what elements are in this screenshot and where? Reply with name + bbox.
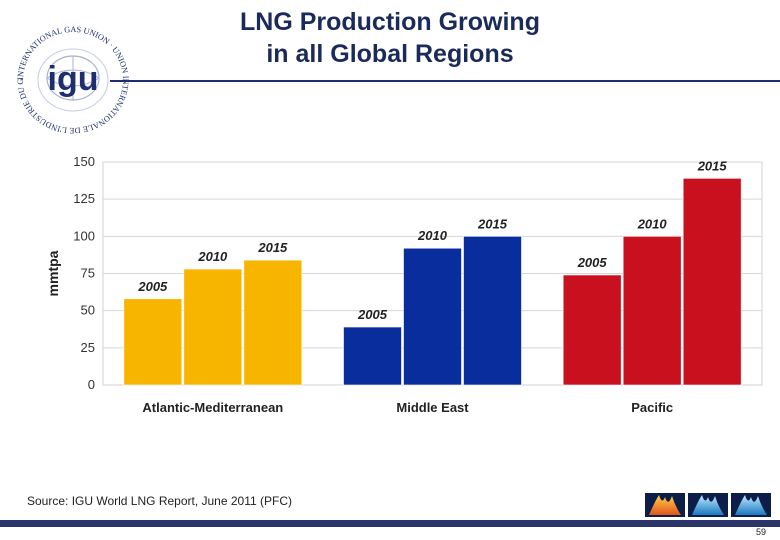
logo-mark: igu <box>48 60 99 98</box>
y-tick-label: 25 <box>81 340 95 355</box>
bar-data-label: 2015 <box>697 158 728 173</box>
bar <box>463 236 522 386</box>
x-tick-label: Pacific <box>631 400 673 415</box>
bar-data-label: 2010 <box>417 228 448 243</box>
bar-data-label: 2005 <box>357 307 388 322</box>
bar <box>562 274 622 386</box>
y-axis-label: mmtpa <box>45 250 61 296</box>
bar <box>682 178 742 386</box>
title-line-2: in all Global Regions <box>266 40 514 68</box>
bar-data-label: 2010 <box>637 216 668 231</box>
y-tick-label: 50 <box>81 303 95 318</box>
title-line-1: LNG Production Growing <box>240 8 540 36</box>
bar-data-label: 2015 <box>477 216 508 231</box>
title-divider <box>110 80 780 82</box>
y-tick-label: 0 <box>88 377 95 392</box>
source-note: Source: IGU World LNG Report, June 2011 … <box>27 494 292 508</box>
bar <box>123 298 183 386</box>
x-tick-label: Atlantic-Mediterranean <box>142 400 283 415</box>
y-tick-label: 150 <box>73 154 95 169</box>
footer-band <box>0 520 780 527</box>
x-tick-label: Middle East <box>396 400 469 415</box>
bar <box>343 326 402 386</box>
y-tick-label: 100 <box>73 228 95 243</box>
bar <box>622 236 682 386</box>
igu-logo: INTERNATIONAL GAS UNION · UNION INTERNAT… <box>10 24 130 135</box>
flame-decoration-icon <box>645 493 771 517</box>
bar <box>243 259 303 386</box>
bar-data-label: 2005 <box>577 255 608 270</box>
bar-data-label: 2015 <box>257 240 288 255</box>
bar-data-label: 2010 <box>197 249 228 264</box>
bar <box>183 268 243 386</box>
page-title: LNG Production Growing in all Global Reg… <box>180 6 600 70</box>
page-number: 59 <box>755 527 766 537</box>
bar-data-label: 2005 <box>137 279 168 294</box>
y-tick-label: 125 <box>73 191 95 206</box>
y-tick-label: 75 <box>81 266 95 281</box>
bar <box>403 247 462 386</box>
lng-production-chart: 0 25 50 75 100 125 150 mmtpa 2005 2010 2015 Atlanti… <box>45 154 763 415</box>
